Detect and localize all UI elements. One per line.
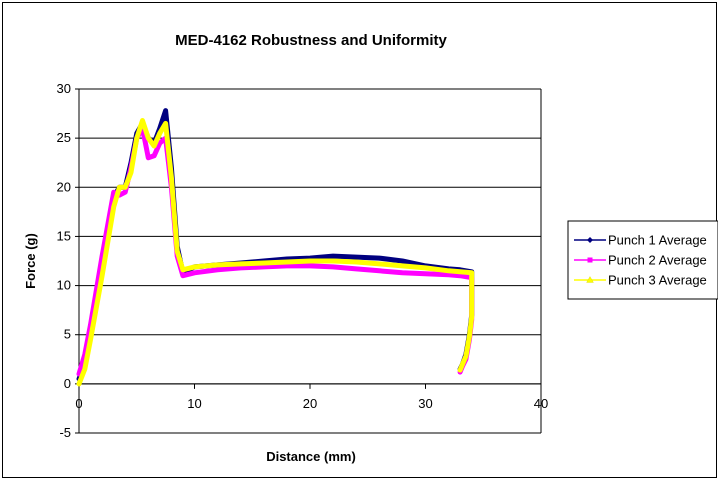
x-tick-label: 10 bbox=[187, 396, 201, 411]
y-tick-label: 30 bbox=[57, 81, 71, 96]
x-tick-label: 20 bbox=[303, 396, 317, 411]
series-line-3 bbox=[76, 118, 475, 387]
x-tick-label: 30 bbox=[418, 396, 432, 411]
y-tick-label: 15 bbox=[57, 228, 71, 243]
y-tick-label: 25 bbox=[57, 130, 71, 145]
legend-marker-1 bbox=[587, 237, 593, 243]
legend-marker-3 bbox=[586, 276, 594, 283]
y-tick-labels: -5 0 5 10 15 20 25 30 bbox=[57, 81, 79, 440]
x-tick-labels: 0 10 20 30 40 bbox=[75, 383, 548, 411]
x-tick-label: 0 bbox=[75, 396, 82, 411]
series-line-1 bbox=[76, 108, 475, 382]
y-tick-label: 10 bbox=[57, 278, 71, 293]
y-axis-label: Force (g) bbox=[23, 233, 38, 289]
y-tick-label: 5 bbox=[64, 327, 71, 342]
line-chart: MED-4162 Robustness and Uniformity -5 0 5 1… bbox=[23, 32, 718, 464]
y-tick-label: 0 bbox=[64, 376, 71, 391]
chart-title: MED-4162 Robustness and Uniformity bbox=[175, 32, 447, 49]
series-line-2 bbox=[76, 125, 475, 377]
y-tick-label: 20 bbox=[57, 179, 71, 194]
y-tick-label: -5 bbox=[59, 425, 71, 440]
legend-label-2: Punch 2 Average bbox=[608, 253, 707, 268]
x-axis-label: Distance (mm) bbox=[266, 449, 356, 464]
legend-label-1: Punch 1 Average bbox=[608, 233, 707, 248]
legend: Punch 1 Average Punch 2 Average Punch 3 Av… bbox=[567, 220, 718, 300]
x-tick-label: 40 bbox=[534, 396, 548, 411]
legend-label-3: Punch 3 Average bbox=[608, 273, 707, 288]
series-lines bbox=[76, 108, 475, 387]
legend-marker-2 bbox=[587, 257, 593, 263]
